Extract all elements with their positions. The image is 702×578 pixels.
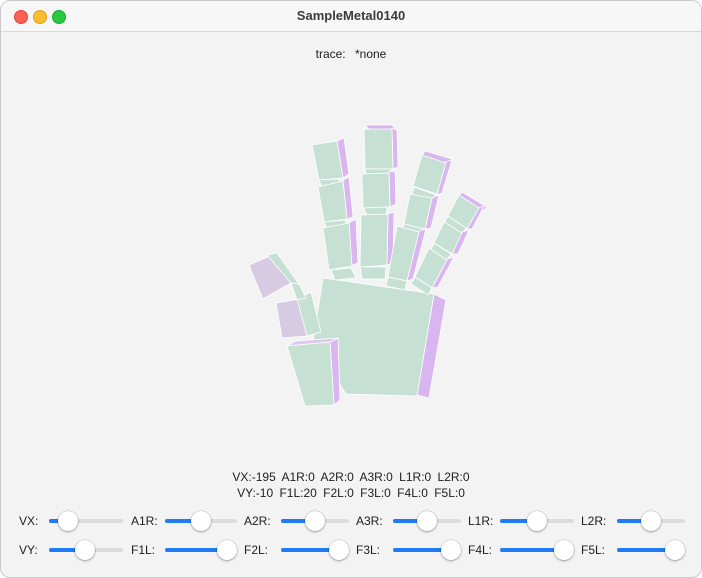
slider-l1r-label: L1R: — [468, 514, 494, 528]
slider-a2r-fill — [281, 519, 315, 523]
slider-a1r[interactable] — [165, 511, 237, 531]
slider-f3l[interactable] — [393, 540, 461, 560]
slider-l2r-fill — [617, 519, 651, 523]
zoom-window-button[interactable] — [52, 10, 66, 24]
readout-line-2: VY:-10 F1L:20 F2L:0 F3L:0 F4L:0 F5L:0 — [237, 486, 465, 500]
thumb-link — [290, 282, 307, 301]
little-top — [458, 191, 488, 212]
slider-f3l-label: F3L: — [356, 543, 381, 557]
slider-l1r-knob[interactable] — [527, 511, 547, 531]
slider-a3r-label: A3R: — [356, 514, 383, 528]
slider-a3r-fill — [393, 519, 427, 523]
slider-f1l[interactable] — [165, 540, 237, 560]
index-segment-1 — [311, 140, 344, 181]
slider-a2r-label: A2R: — [244, 514, 271, 528]
middle-segment-3 — [359, 213, 389, 268]
slider-f1l-knob[interactable] — [217, 540, 237, 560]
little-segment-2 — [433, 221, 463, 255]
slider-vx-knob[interactable] — [57, 511, 78, 531]
slider-a2r[interactable] — [281, 511, 349, 531]
slider-vx-label: VX: — [19, 514, 39, 528]
slider-f5l-fill — [617, 548, 685, 552]
little-knuckle — [410, 276, 433, 296]
slider-f3l-knob[interactable] — [441, 540, 461, 560]
slider-f3l-fill — [393, 548, 461, 552]
window-title: SampleMetal0140 — [296, 8, 406, 23]
ring-knuckle — [385, 276, 408, 291]
slider-a1r-fill — [165, 519, 201, 523]
ring-segment-1 — [412, 154, 447, 195]
slider-l2r-label: L2R: — [581, 514, 607, 528]
slider-f4l[interactable] — [500, 540, 574, 560]
index-segment-2 — [317, 180, 348, 223]
index-segment-3 — [322, 222, 353, 271]
thumb-base — [286, 341, 335, 407]
slider-f5l-knob[interactable] — [665, 540, 685, 560]
slider-l2r-knob[interactable] — [641, 511, 661, 531]
slider-a2r-knob[interactable] — [305, 511, 325, 531]
slider-vy-label: VY: — [19, 543, 38, 557]
slider-f4l-label: F4L: — [468, 543, 493, 557]
slider-f4l-fill — [500, 548, 574, 552]
title-bar: SampleMetal0140 — [1, 1, 701, 32]
slider-a3r[interactable] — [393, 511, 461, 531]
trace-label: trace: — [315, 47, 346, 61]
slider-vx[interactable] — [49, 511, 123, 531]
thumb-joint-1 — [296, 291, 322, 337]
slider-l1r-fill — [500, 519, 537, 523]
trace-value: *none — [354, 47, 387, 61]
hand-3d-viewport[interactable] — [1, 32, 701, 462]
little-segment-1 — [447, 194, 480, 230]
slider-f2l[interactable] — [281, 540, 349, 560]
middle-segment-2 — [361, 172, 391, 209]
slider-l2r[interactable] — [617, 511, 685, 531]
slider-f2l-fill — [281, 548, 349, 552]
slider-a3r-knob[interactable] — [417, 511, 437, 531]
slider-vy-knob[interactable] — [74, 540, 95, 560]
slider-f2l-label: F2L: — [244, 543, 269, 557]
slider-f5l[interactable] — [617, 540, 685, 560]
slider-f2l-knob[interactable] — [329, 540, 349, 560]
middle-segment-1 — [363, 128, 394, 170]
index-knuckle — [330, 267, 357, 281]
close-window-button[interactable] — [14, 10, 28, 24]
slider-vy-fill — [49, 548, 85, 552]
slider-l1r[interactable] — [500, 511, 574, 531]
slider-a1r-knob[interactable] — [191, 511, 211, 531]
minimize-window-button[interactable] — [33, 10, 47, 24]
slider-vy[interactable] — [49, 540, 123, 560]
readout-line-1: VX:-195 A1R:0 A2R:0 A3R:0 L1R:0 L2R:0 — [232, 470, 470, 484]
slider-f1l-label: F1L: — [131, 543, 156, 557]
slider-f4l-knob[interactable] — [554, 540, 574, 560]
middle-knuckle — [359, 266, 387, 280]
hand-model — [248, 124, 488, 407]
trace-status: trace: *none — [1, 47, 701, 61]
slider-f5l-label: F5L: — [581, 543, 606, 557]
slider-a1r-label: A1R: — [131, 514, 158, 528]
slider-f1l-fill — [165, 548, 230, 552]
